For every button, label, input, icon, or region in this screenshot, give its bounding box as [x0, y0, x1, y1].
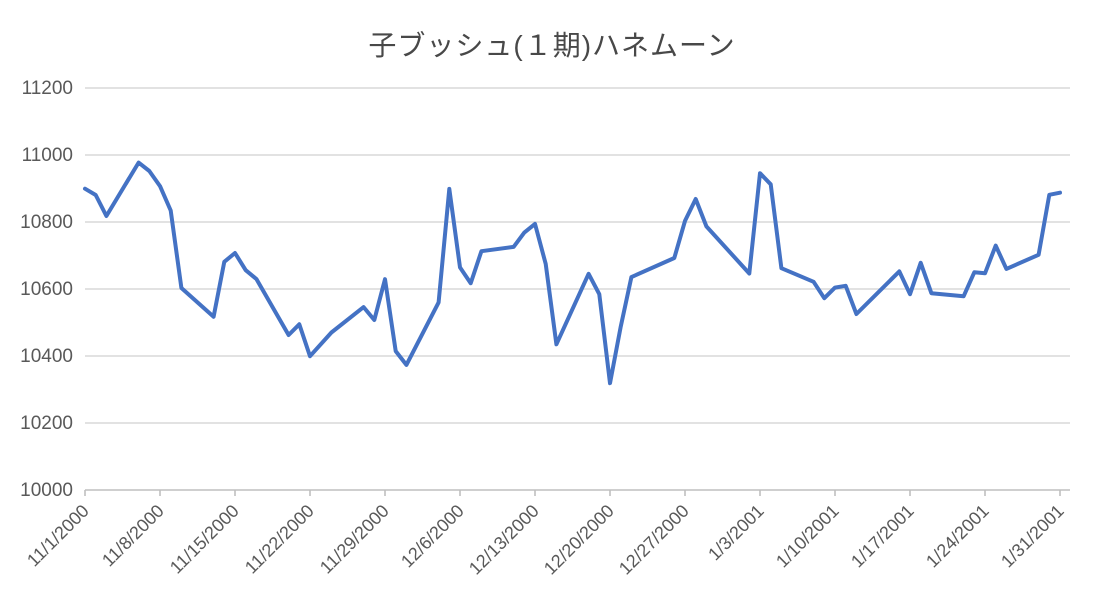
chart-title: 子ブッシュ(１期)ハネムーン	[368, 30, 736, 61]
y-axis-label: 10800	[20, 212, 73, 233]
data-series-line	[83, 160, 1062, 386]
x-axis-label: 11/22/2000	[241, 501, 318, 578]
y-axis-label: 10200	[20, 413, 73, 434]
x-axis-label: 11/1/2000	[23, 501, 93, 571]
x-axis-label: 1/10/2001	[772, 501, 843, 572]
y-axis-label: 10600	[20, 279, 73, 300]
x-axis-label: 1/31/2001	[997, 501, 1068, 572]
x-axis-label: 1/17/2001	[847, 501, 918, 572]
x-axis-label: 1/24/2001	[922, 501, 993, 572]
x-axis-label: 12/27/2000	[615, 501, 693, 579]
x-axis-label: 12/20/2000	[540, 501, 618, 579]
y-axis-label: 11000	[22, 145, 73, 166]
y-axis-label: 11200	[22, 78, 73, 99]
x-axis-label: 11/29/2000	[316, 501, 393, 578]
y-axis-label: 10000	[20, 480, 73, 501]
x-axis-label: 1/3/2001	[704, 501, 768, 565]
x-axis-label: 12/6/2000	[397, 501, 468, 572]
x-axis-label: 12/13/2000	[465, 501, 543, 579]
y-axis-label: 10400	[20, 346, 73, 367]
x-axis-label: 11/8/2000	[98, 501, 168, 571]
x-axis-label: 11/15/2000	[166, 501, 243, 578]
